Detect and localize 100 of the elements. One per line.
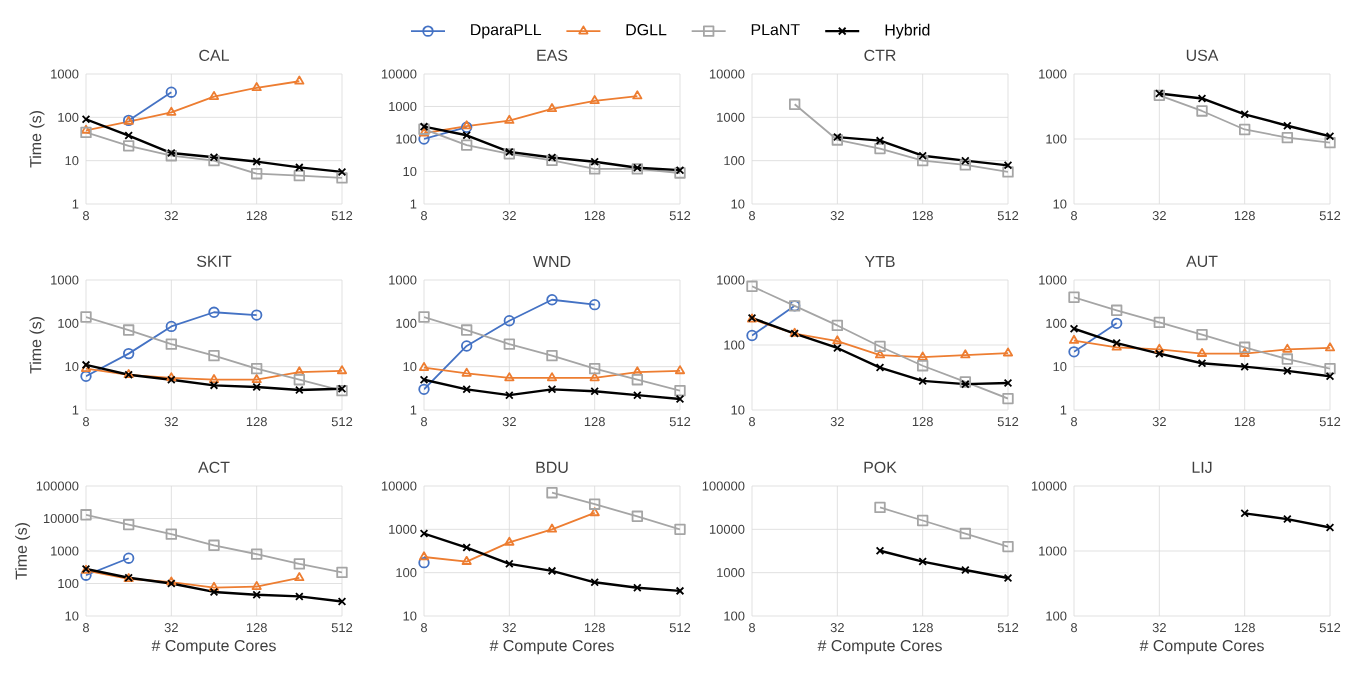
point xyxy=(589,95,600,105)
point xyxy=(631,374,644,386)
point xyxy=(252,590,261,600)
point xyxy=(674,384,686,397)
point xyxy=(208,90,220,100)
point xyxy=(250,362,263,375)
point xyxy=(1283,514,1292,524)
point xyxy=(208,154,220,167)
point xyxy=(546,103,558,113)
point xyxy=(124,131,133,140)
point xyxy=(122,324,135,336)
point xyxy=(208,349,220,362)
point xyxy=(1283,366,1292,376)
point xyxy=(1281,353,1294,365)
point xyxy=(875,363,885,372)
point xyxy=(80,311,92,323)
point xyxy=(916,514,929,527)
point xyxy=(293,558,306,570)
point xyxy=(590,387,599,396)
point xyxy=(294,366,305,376)
point xyxy=(461,367,472,377)
point xyxy=(208,581,220,591)
point xyxy=(252,157,261,166)
point xyxy=(546,372,558,382)
point xyxy=(590,578,599,587)
point xyxy=(633,390,642,400)
point xyxy=(674,523,686,536)
point xyxy=(833,343,842,353)
point xyxy=(208,306,220,318)
point xyxy=(546,349,558,362)
point xyxy=(547,153,557,162)
point xyxy=(462,131,471,140)
point xyxy=(1239,347,1250,357)
point xyxy=(588,498,601,510)
point xyxy=(917,351,928,361)
point xyxy=(460,340,473,352)
point xyxy=(1153,316,1166,329)
point xyxy=(293,374,306,386)
point xyxy=(505,390,514,400)
point xyxy=(251,580,262,590)
point xyxy=(1002,540,1014,553)
point xyxy=(589,372,600,382)
point xyxy=(1197,358,1207,368)
point xyxy=(546,523,558,533)
point xyxy=(122,518,135,531)
point xyxy=(959,527,972,540)
point xyxy=(631,510,644,522)
point xyxy=(874,501,886,514)
point xyxy=(209,587,219,597)
point xyxy=(547,566,557,576)
point xyxy=(588,362,601,375)
point xyxy=(418,311,430,323)
point xyxy=(1282,343,1293,353)
point xyxy=(1154,343,1165,353)
point xyxy=(960,349,971,359)
point xyxy=(1197,94,1207,103)
point xyxy=(295,163,304,172)
point xyxy=(208,539,220,551)
point xyxy=(1281,131,1294,144)
point xyxy=(250,168,263,180)
point xyxy=(1324,362,1336,375)
point xyxy=(1240,362,1249,371)
point xyxy=(295,385,304,395)
point xyxy=(251,374,262,383)
point xyxy=(588,163,601,175)
point xyxy=(165,338,178,350)
point xyxy=(831,319,844,332)
point xyxy=(504,372,515,382)
point xyxy=(209,152,219,162)
point xyxy=(918,557,927,566)
point xyxy=(462,385,471,394)
point xyxy=(166,106,177,116)
point xyxy=(460,324,473,336)
point xyxy=(80,509,92,521)
point xyxy=(295,592,304,601)
point xyxy=(336,172,348,184)
point xyxy=(503,338,516,350)
point xyxy=(918,376,927,386)
point xyxy=(1002,392,1014,405)
point xyxy=(746,280,758,292)
point xyxy=(1240,110,1249,119)
point xyxy=(546,154,558,167)
point xyxy=(165,528,178,540)
point xyxy=(503,315,516,327)
point xyxy=(1155,349,1164,358)
point xyxy=(916,360,929,372)
point xyxy=(504,536,515,546)
point xyxy=(461,555,472,565)
point xyxy=(1239,341,1251,353)
point xyxy=(874,349,886,359)
point xyxy=(546,487,558,499)
point xyxy=(547,385,557,394)
point xyxy=(336,566,348,579)
point xyxy=(251,82,262,92)
point xyxy=(832,335,843,345)
point xyxy=(122,140,135,152)
point xyxy=(504,114,515,124)
point xyxy=(1239,123,1251,136)
point xyxy=(1283,121,1292,131)
point xyxy=(1196,105,1208,117)
